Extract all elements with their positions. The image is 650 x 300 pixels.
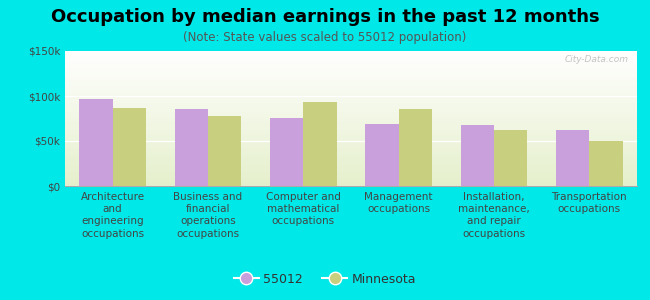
Bar — [398, 109, 432, 186]
Text: (Note: State values scaled to 55012 population): (Note: State values scaled to 55012 popu… — [183, 32, 467, 44]
Bar — [208, 116, 241, 186]
Legend: 55012, Minnesota: 55012, Minnesota — [229, 268, 421, 291]
Bar — [175, 110, 208, 186]
Text: City-Data.com: City-Data.com — [564, 55, 629, 64]
Bar — [304, 102, 337, 186]
Bar — [590, 141, 623, 186]
Bar — [112, 108, 146, 186]
Bar — [556, 130, 590, 186]
Bar — [79, 99, 112, 186]
Bar — [270, 118, 304, 186]
Bar — [365, 124, 398, 186]
Bar — [494, 130, 527, 186]
Bar — [461, 125, 494, 186]
Text: Occupation by median earnings in the past 12 months: Occupation by median earnings in the pas… — [51, 8, 599, 26]
